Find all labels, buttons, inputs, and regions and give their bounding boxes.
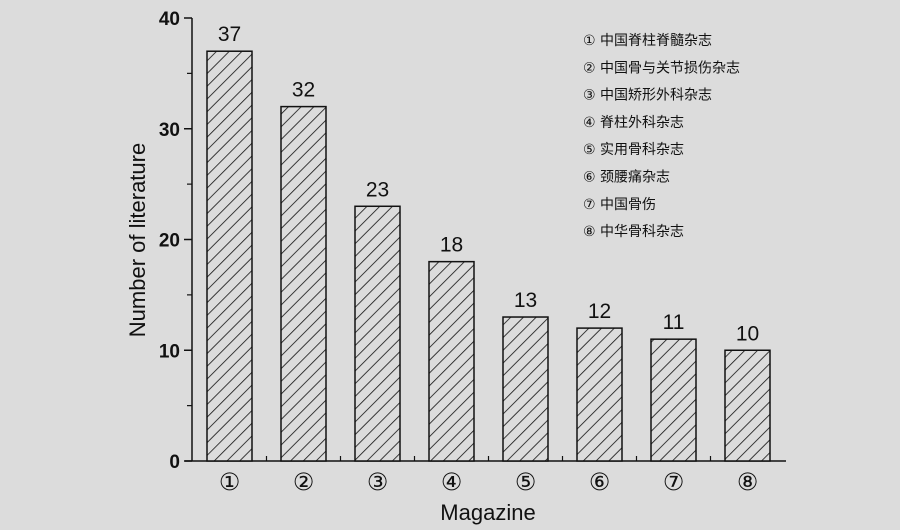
bar bbox=[724, 349, 771, 462]
legend-entry: ④ 脊柱外科杂志 bbox=[583, 115, 684, 131]
legend-entry: ③ 中国矫形外科杂志 bbox=[583, 88, 712, 104]
x-tick-label: ⑥ bbox=[589, 468, 611, 496]
x-tick-label: ① bbox=[219, 468, 241, 496]
data-label: 12 bbox=[588, 300, 611, 323]
y-tick-label: 40 bbox=[159, 9, 180, 30]
data-label: 13 bbox=[514, 289, 537, 312]
bar bbox=[428, 260, 475, 462]
data-label: 37 bbox=[218, 23, 241, 46]
legend-entry: ① 中国脊柱脊髓杂志 bbox=[583, 33, 712, 49]
bar bbox=[206, 50, 253, 462]
data-label: 10 bbox=[736, 322, 759, 345]
x-tick-label: ③ bbox=[367, 468, 389, 496]
x-tick-label: ⑧ bbox=[737, 468, 759, 496]
x-tick-label: ⑦ bbox=[663, 468, 685, 496]
bar bbox=[650, 338, 697, 462]
data-labels: 37 32 23 18 13 12 11 10 bbox=[218, 23, 759, 345]
bar bbox=[502, 316, 549, 462]
data-label: 23 bbox=[366, 178, 389, 201]
bar bbox=[280, 105, 327, 462]
x-axis-label: Magazine bbox=[440, 500, 535, 525]
y-tick-label: 30 bbox=[159, 120, 180, 141]
bar bbox=[576, 327, 623, 462]
x-tick-label: ⑤ bbox=[515, 468, 537, 496]
x-tick-label: ④ bbox=[441, 468, 463, 496]
bars bbox=[206, 50, 771, 462]
x-tick-label: ② bbox=[293, 468, 315, 496]
legend-entry: ⑧ 中华骨科杂志 bbox=[583, 224, 684, 240]
y-axis-label: Number of literature bbox=[125, 143, 150, 337]
data-label: 11 bbox=[663, 311, 685, 334]
legend-entry: ⑤ 实用骨科杂志 bbox=[583, 142, 684, 158]
bar bbox=[354, 205, 401, 462]
y-tick-label: 10 bbox=[159, 341, 180, 362]
y-tick-label: 20 bbox=[159, 231, 180, 252]
data-label: 18 bbox=[440, 234, 463, 257]
data-label: 32 bbox=[292, 79, 315, 102]
legend-entry: ⑦ 中国骨伤 bbox=[583, 197, 656, 213]
y-tick-label: 0 bbox=[169, 452, 180, 473]
legend: ① 中国脊柱脊髓杂志 ② 中国骨与关节损伤杂志 ③ 中国矫形外科杂志 ④ 脊柱外科杂志… bbox=[583, 33, 740, 240]
legend-entry: ② 中国骨与关节损伤杂志 bbox=[583, 60, 740, 76]
legend-entry: ⑥ 颈腰痛杂志 bbox=[583, 169, 670, 186]
